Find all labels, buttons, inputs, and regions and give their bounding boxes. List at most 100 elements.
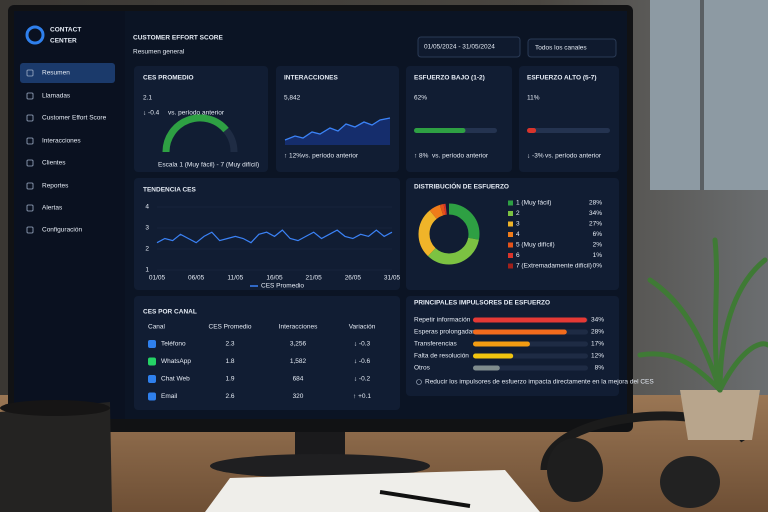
plant-pot [680, 390, 760, 440]
legend-label: 2 [516, 210, 520, 217]
menu-icon [26, 226, 34, 234]
legend-swatch [508, 242, 513, 248]
value-label: 34% [591, 317, 604, 324]
menu-item[interactable]: Configuración [42, 227, 82, 234]
value-label: 17% [591, 341, 604, 348]
chart-title: DISTRIBUCIÓN DE ESFUERZO [414, 182, 509, 191]
kpi-change-note: vs. período anterior [168, 110, 225, 117]
table-cell: ↓ -0.3 [354, 341, 371, 348]
date-range[interactable]: 01/05/2024 - 31/05/2024 [424, 44, 495, 51]
menu-item[interactable]: Clientes [42, 160, 66, 167]
legend-label: 4 [516, 231, 520, 238]
bar [473, 317, 587, 323]
value-label: 12% [591, 353, 604, 360]
donut-segment [418, 203, 480, 265]
legend-label: 5 (Muy difícil) [516, 242, 555, 249]
gauge-scale: Escala 1 (Muy fácil) - 7 (Muy difícil) [158, 162, 259, 169]
legend-label: CES Promedio [261, 283, 304, 290]
legend-label: 1 (Muy fácil) [516, 200, 551, 207]
date-dropdown[interactable] [417, 36, 521, 58]
page-title: CUSTOMER EFFORT SCORE [133, 35, 223, 42]
kpi-label: ESFUERZO BAJO (1-2) [414, 75, 485, 82]
menu-icon [26, 204, 34, 212]
bar-label: Esperas prolongadas [414, 329, 476, 336]
kpi-change-note: vs. período anterior [432, 153, 489, 160]
table-header: CES Promedio [209, 324, 252, 331]
chart-title: TENDENCIA CES [143, 187, 197, 194]
progress-bar [527, 128, 537, 133]
table-cell: 1,582 [290, 358, 307, 365]
window [650, 0, 768, 190]
value-label: 2% [593, 242, 603, 249]
table-cell: Email [161, 393, 178, 400]
menu-icon [26, 182, 34, 190]
kpi-change: ↓ -0.4 [143, 110, 160, 117]
menu-item[interactable]: Interacciones [42, 138, 81, 145]
logo [25, 25, 45, 45]
menu-item[interactable]: Llamadas [42, 93, 71, 100]
notebook [205, 470, 540, 512]
kpi-change-note: vs. período anterior [545, 153, 602, 160]
table-cell: 1.9 [225, 376, 234, 383]
kpi-change: ↓ -3% [527, 153, 544, 160]
legend-label: 3 [516, 221, 520, 228]
y-tick-label: 3 [145, 225, 149, 232]
channel-icon [148, 375, 156, 383]
table-cell: 684 [293, 376, 304, 383]
x-tick-label: 06/05 [188, 275, 205, 282]
y-tick-label: 1 [145, 267, 149, 274]
progress-track [527, 128, 610, 133]
window-frame [700, 0, 704, 190]
kpi-change: ↑ 8% [414, 153, 429, 160]
kpi-value: 11% [527, 95, 540, 102]
trend-line [156, 229, 393, 244]
legend-swatch [508, 253, 513, 258]
note: Reducir los impulsores de esfuerzo impac… [425, 379, 654, 386]
plant-leaves [637, 237, 768, 393]
table-cell: 2.6 [225, 393, 234, 400]
bar [473, 329, 567, 335]
legend-swatch [508, 211, 513, 216]
bar-label: Transferencias [414, 341, 457, 348]
gauge-fill [162, 114, 229, 153]
table-cell: WhatsApp [161, 358, 191, 365]
y-tick-label: 2 [145, 246, 149, 253]
legend-label: 7 (Extremadamente difícil) [516, 263, 592, 270]
kpi-value: 5,842 [284, 95, 301, 102]
menu-item[interactable]: Reportes [42, 183, 69, 190]
bar-label: Otros [414, 365, 431, 372]
table-cell: Chat Web [161, 376, 190, 383]
kpi-value: 2.1 [143, 95, 152, 102]
table-cell: 1.8 [225, 358, 234, 365]
menu-icon [26, 137, 34, 145]
legend-swatch [508, 221, 513, 227]
headphones-cup [547, 438, 603, 502]
info-icon [416, 379, 422, 385]
channel-icon [148, 392, 156, 401]
menu-item[interactable]: Customer Effort Score [42, 115, 107, 122]
value-label: 6% [593, 231, 603, 238]
bar [473, 341, 530, 347]
kpi-label: INTERACCIONES [284, 75, 338, 82]
channel-filter[interactable]: Todos los canales [535, 45, 587, 52]
value-label: 34% [589, 210, 602, 217]
table-cell: 2.3 [225, 341, 234, 348]
value-label: 28% [591, 329, 604, 336]
brand: CENTER [50, 38, 77, 45]
value-label: 28% [589, 200, 602, 207]
channel-icon [148, 340, 156, 348]
channel-icon [148, 357, 156, 366]
menu-item[interactable]: Alertas [42, 205, 63, 212]
donut-segment [418, 203, 480, 265]
menu-item[interactable]: Resumen [42, 70, 70, 77]
sparkline [284, 117, 391, 141]
active-menu-bg [20, 63, 115, 83]
channel-dropdown[interactable] [527, 38, 617, 58]
table-cell: Teléfono [161, 341, 186, 348]
progress-bar [414, 128, 466, 133]
x-tick-label: 01/05 [149, 275, 166, 282]
table-header: Canal [148, 324, 166, 331]
table-cell: 320 [293, 393, 304, 400]
kpi-label: ESFUERZO ALTO (5-7) [527, 75, 597, 82]
value-label: 0% [593, 263, 603, 270]
